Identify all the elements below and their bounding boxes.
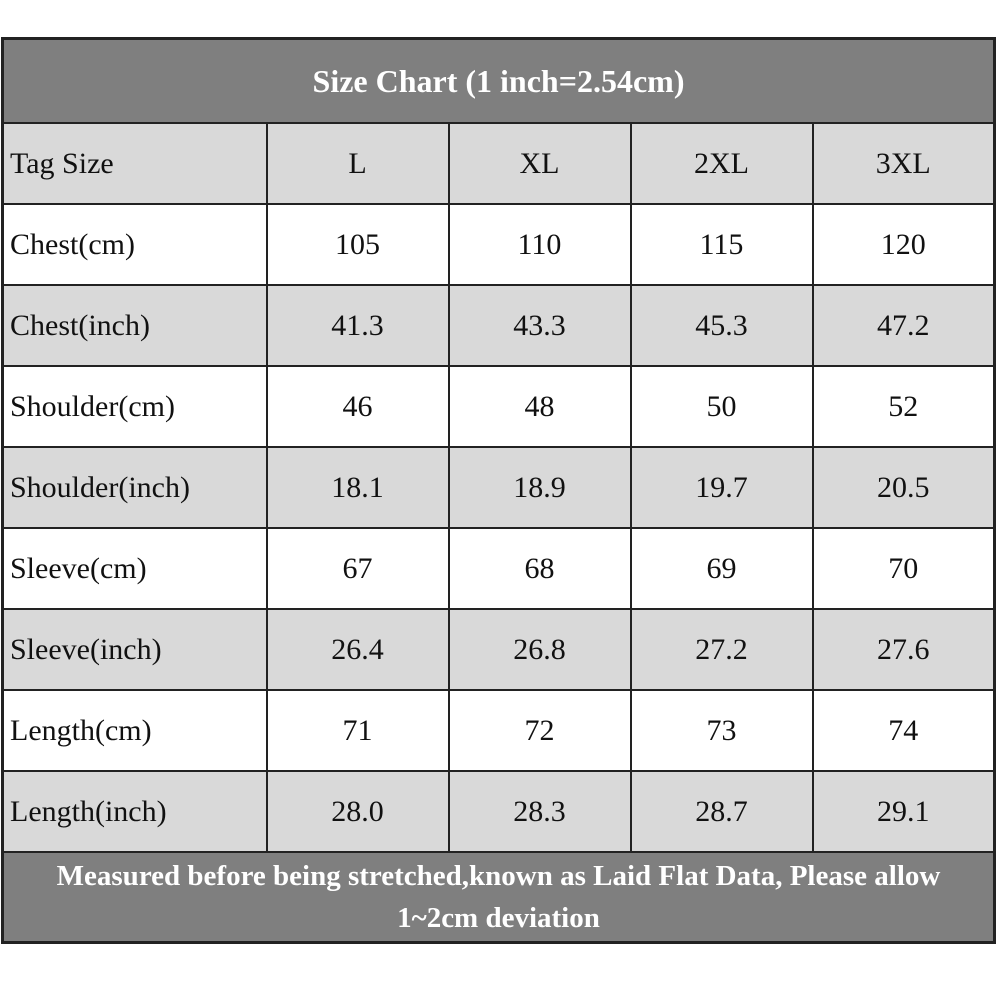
size-value: 28.7 [629,770,814,853]
size-value: 19.7 [629,446,814,529]
size-value: 20.5 [811,446,996,529]
table-body: Size Chart (1 inch=2.54cm) Tag Size L XL 2XL… [1,37,996,944]
size-value: 46 [265,365,450,448]
header-cell: XL [447,122,632,205]
size-value: 70 [811,527,996,610]
size-value: 71 [265,689,450,772]
data-row: Chest(cm) 105 110 115 120 [1,203,996,286]
size-value: 18.9 [447,446,632,529]
size-value: 43.3 [447,284,632,367]
size-value: 26.4 [265,608,450,691]
size-value: 28.3 [447,770,632,853]
size-value: 27.2 [629,608,814,691]
row-label: Sleeve(cm) [1,527,268,610]
title-row: Size Chart (1 inch=2.54cm) [1,37,996,124]
data-row: Sleeve(cm) 67 68 69 70 [1,527,996,610]
size-value: 74 [811,689,996,772]
data-row: Chest(inch) 41.3 43.3 45.3 47.2 [1,284,996,367]
size-value: 48 [447,365,632,448]
size-value: 67 [265,527,450,610]
size-value: 47.2 [811,284,996,367]
size-value: 27.6 [811,608,996,691]
row-label: Length(cm) [1,689,268,772]
size-value: 72 [447,689,632,772]
row-label: Shoulder(inch) [1,446,268,529]
size-value: 26.8 [447,608,632,691]
header-cell: 2XL [629,122,814,205]
size-value: 41.3 [265,284,450,367]
header-cell: Tag Size [1,122,268,205]
header-row: Tag Size L XL 2XL 3XL [1,122,996,205]
size-value: 120 [811,203,996,286]
size-value: 110 [447,203,632,286]
row-label: Shoulder(cm) [1,365,268,448]
size-value: 105 [265,203,450,286]
data-row: Sleeve(inch) 26.4 26.8 27.2 27.6 [1,608,996,691]
row-label: Chest(cm) [1,203,268,286]
header-cell: 3XL [811,122,996,205]
size-value: 69 [629,527,814,610]
row-label: Sleeve(inch) [1,608,268,691]
size-value: 52 [811,365,996,448]
data-row: Length(cm) 71 72 73 74 [1,689,996,772]
size-value: 18.1 [265,446,450,529]
row-label: Chest(inch) [1,284,268,367]
table-title: Size Chart (1 inch=2.54cm) [1,37,996,124]
header-cell: L [265,122,450,205]
footer-note: Measured before being stretched,known as… [1,851,996,944]
row-label: Length(inch) [1,770,268,853]
data-row: Shoulder(cm) 46 48 50 52 [1,365,996,448]
data-row: Shoulder(inch) 18.1 18.9 19.7 20.5 [1,446,996,529]
size-value: 115 [629,203,814,286]
size-value: 50 [629,365,814,448]
size-value: 73 [629,689,814,772]
data-row: Length(inch) 28.0 28.3 28.7 29.1 [1,770,996,853]
size-value: 28.0 [265,770,450,853]
size-value: 29.1 [811,770,996,853]
footer-row: Measured before being stretched,known as… [1,851,996,944]
size-value: 68 [447,527,632,610]
size-value: 45.3 [629,284,814,367]
size-chart-table: Size Chart (1 inch=2.54cm) Tag Size L XL 2XL… [1,37,996,944]
